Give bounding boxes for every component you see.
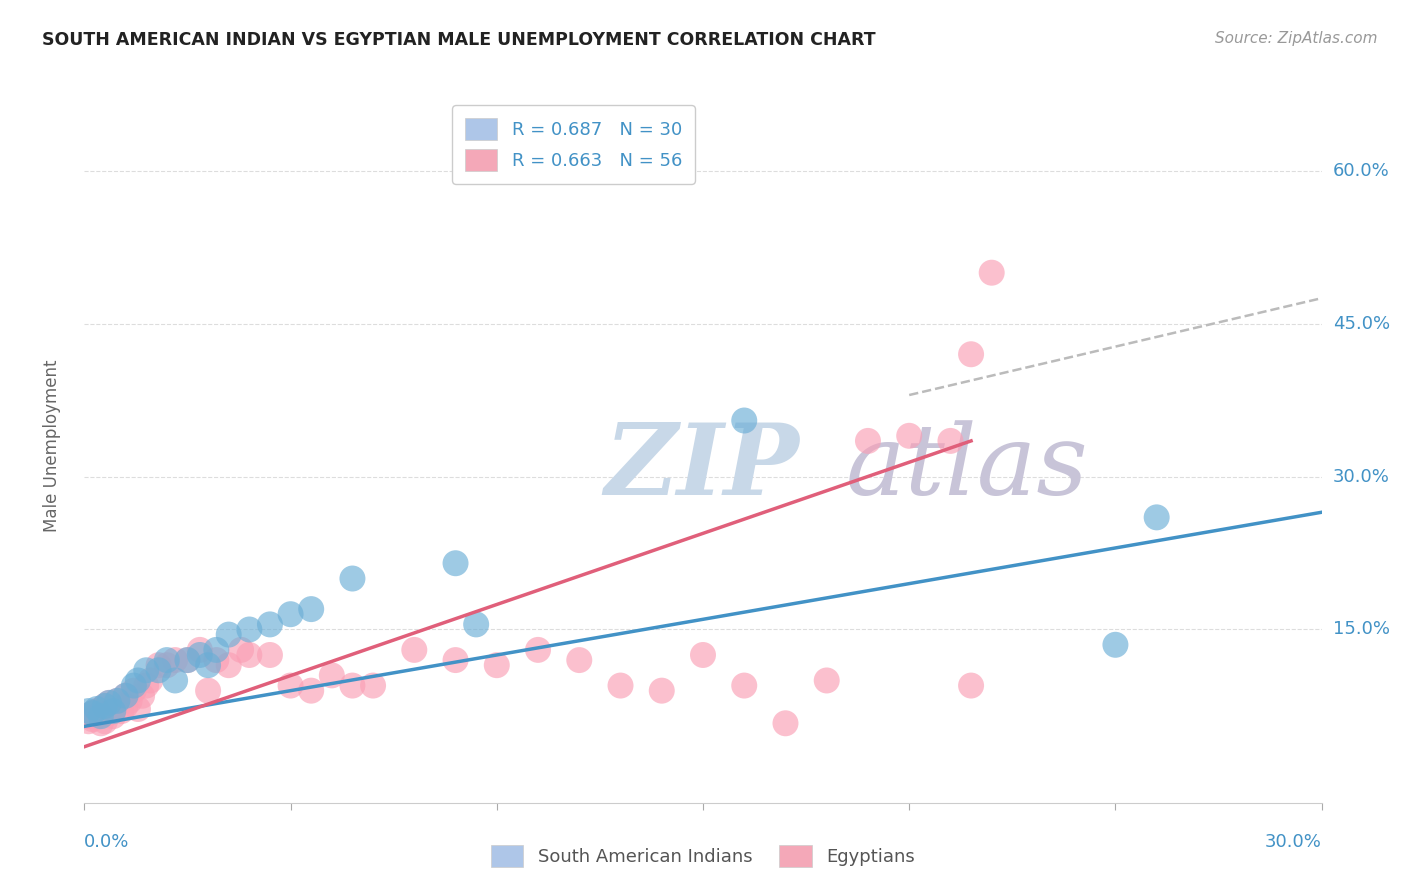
Point [1146,510,1168,524]
Text: 30.0%: 30.0% [1265,833,1322,851]
Point [135,679,157,693]
Point [205,653,228,667]
Point [733,679,755,693]
Point [980,266,1002,280]
Point [77,709,100,723]
Point [898,429,921,443]
Point [131,689,153,703]
Legend: South American Indians, Egyptians: South American Indians, Egyptians [484,838,922,874]
Point [205,643,228,657]
Point [148,663,170,677]
Point [94,698,117,713]
Text: 45.0%: 45.0% [1333,315,1391,333]
Point [939,434,962,448]
Point [238,648,260,662]
Point [259,617,281,632]
Point [90,716,112,731]
Text: 60.0%: 60.0% [1333,161,1389,180]
Point [299,683,322,698]
Point [609,679,631,693]
Point [176,653,198,667]
Point [86,709,108,723]
Point [218,627,240,641]
Point [280,679,302,693]
Point [165,653,187,667]
Point [218,658,240,673]
Point [114,698,136,713]
Text: 0.0%: 0.0% [84,833,129,851]
Point [1104,638,1126,652]
Text: ZIP: ZIP [605,419,799,516]
Text: Source: ZipAtlas.com: Source: ZipAtlas.com [1215,31,1378,46]
Point [280,607,302,622]
Point [229,643,252,657]
Point [105,694,128,708]
Text: SOUTH AMERICAN INDIAN VS EGYPTIAN MALE UNEMPLOYMENT CORRELATION CHART: SOUTH AMERICAN INDIAN VS EGYPTIAN MALE U… [42,31,876,49]
Point [82,706,104,720]
Point [404,643,426,657]
Text: atlas: atlas [845,420,1088,515]
Point [775,716,797,731]
Point [960,679,983,693]
Y-axis label: Male Unemployment: Male Unemployment [44,359,62,533]
Point [94,698,117,713]
Point [103,704,125,718]
Point [98,696,121,710]
Text: 30.0%: 30.0% [1333,467,1389,485]
Point [342,572,364,586]
Point [122,683,145,698]
Point [90,709,112,723]
Text: 15.0%: 15.0% [1333,621,1389,639]
Point [733,413,755,427]
Point [197,658,219,673]
Point [82,712,104,726]
Point [960,347,983,361]
Point [527,643,550,657]
Point [568,653,591,667]
Point [692,648,714,662]
Point [156,653,179,667]
Point [135,663,157,677]
Point [114,689,136,703]
Point [122,679,145,693]
Point [94,714,117,729]
Point [86,702,108,716]
Point [321,668,343,682]
Point [197,683,219,698]
Point [259,648,281,662]
Point [86,704,108,718]
Point [815,673,838,688]
Point [342,679,364,693]
Point [77,714,100,729]
Point [299,602,322,616]
Point [114,689,136,703]
Point [148,658,170,673]
Point [110,704,132,718]
Legend: R = 0.687   N = 30, R = 0.663   N = 56: R = 0.687 N = 30, R = 0.663 N = 56 [453,105,695,184]
Point [165,673,187,688]
Point [118,694,141,708]
Point [90,702,112,716]
Point [444,653,467,667]
Point [856,434,879,448]
Point [176,653,198,667]
Point [444,556,467,570]
Point [127,702,149,716]
Point [98,696,121,710]
Point [82,706,104,720]
Point [188,648,211,662]
Point [103,709,125,723]
Point [238,623,260,637]
Point [651,683,673,698]
Point [139,673,162,688]
Point [98,706,121,720]
Point [361,679,384,693]
Point [465,617,488,632]
Point [188,643,211,657]
Point [156,658,179,673]
Point [485,658,508,673]
Point [127,673,149,688]
Point [105,694,128,708]
Point [77,704,100,718]
